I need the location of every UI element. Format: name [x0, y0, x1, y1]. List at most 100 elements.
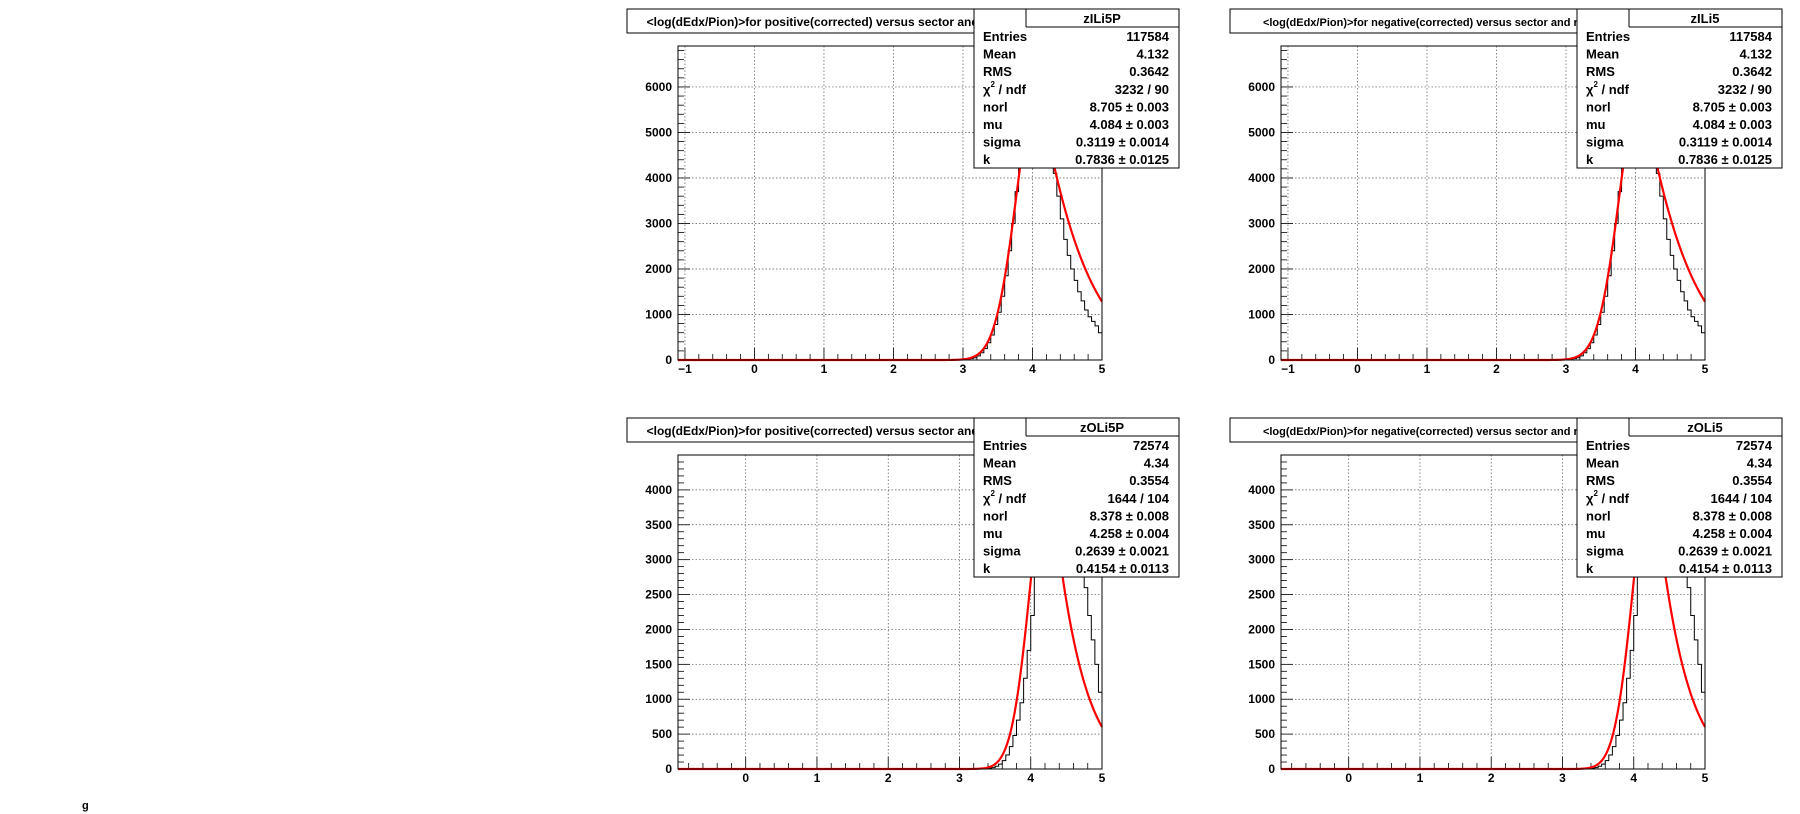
x-tick-label: 5 [1702, 362, 1709, 376]
chart-title: <log(dEdx/Pion)>for positive(corrected) … [647, 424, 1004, 438]
stats-value: 0.3642 [1732, 64, 1772, 79]
x-tick-label: 4 [1029, 362, 1036, 376]
y-tick-label: 2000 [645, 622, 672, 636]
stats-value: 3232 / 90 [1115, 82, 1169, 97]
x-tick-label: 1 [814, 771, 821, 785]
stats-label: k [1586, 152, 1594, 167]
x-tick-label: 0 [1345, 771, 1352, 785]
stats-label: sigma [1586, 135, 1624, 150]
chart-title: <log(dEdx/Pion)>for negative(corrected) … [1263, 17, 1594, 29]
stats-value: 0.4154 ± 0.0113 [1679, 561, 1772, 576]
y-tick-label: 3000 [645, 553, 672, 567]
stats-value: 4.084 ± 0.003 [1693, 117, 1772, 132]
x-tick-label: 1 [1424, 362, 1431, 376]
stats-value: 1644 / 104 [1108, 491, 1170, 506]
stats-value: 0.3554 [1129, 473, 1170, 488]
stats-title: zILi5 [1691, 11, 1720, 26]
x-tick-label: 5 [1099, 771, 1106, 785]
stats-value: 0.3119 ± 0.0014 [1679, 135, 1773, 150]
stats-label: χ2 / ndf [983, 489, 1027, 506]
x-tick-label: 2 [890, 362, 897, 376]
stats-label: RMS [983, 473, 1012, 488]
y-tick-label: 4000 [645, 171, 672, 185]
stats-value: 0.3554 [1732, 473, 1773, 488]
y-tick-label: 0 [1268, 762, 1275, 776]
y-tick-label: 4000 [1248, 483, 1275, 497]
stats-label: norl [983, 508, 1008, 523]
stats-value: 4.258 ± 0.004 [1090, 526, 1170, 541]
y-tick-label: 500 [652, 727, 672, 741]
stats-label: Entries [983, 438, 1027, 453]
stats-label: χ2 / ndf [1586, 489, 1630, 506]
y-tick-label: 3500 [645, 518, 672, 532]
x-tick-label: 4 [1027, 771, 1034, 785]
stats-value: 0.2639 ± 0.0021 [1075, 544, 1169, 559]
y-tick-label: 3500 [1248, 518, 1275, 532]
stats-label: k [1586, 561, 1594, 576]
stats-box [1576, 8, 1783, 169]
y-tick-label: 1000 [645, 692, 672, 706]
stats-label: norl [1586, 508, 1611, 523]
stats-value: 1644 / 104 [1711, 491, 1773, 506]
x-tick-label: −1 [678, 362, 692, 376]
stats-label: Entries [983, 29, 1027, 44]
stats-label: norl [983, 99, 1008, 114]
stats-label: mu [983, 526, 1003, 541]
stats-value: 8.378 ± 0.008 [1090, 508, 1169, 523]
stats-label: sigma [983, 544, 1021, 559]
plot-frame [1280, 454, 1706, 770]
y-tick-label: 4000 [1248, 171, 1275, 185]
stats-label: mu [1586, 526, 1606, 541]
stats-value: 0.3642 [1129, 64, 1169, 79]
x-tick-label: 4 [1632, 362, 1639, 376]
y-tick-label: 2000 [645, 262, 672, 276]
y-tick-label: 6000 [645, 80, 672, 94]
x-tick-label: 3 [956, 771, 963, 785]
y-tick-label: 2500 [1248, 588, 1275, 602]
x-tick-label: 3 [1559, 771, 1566, 785]
plot-frame [677, 454, 1103, 770]
stats-label: sigma [1586, 544, 1624, 559]
stats-label: RMS [1586, 473, 1615, 488]
stats-box [973, 417, 1180, 578]
stats-label: norl [1586, 99, 1611, 114]
y-tick-label: 0 [665, 353, 672, 367]
x-tick-label: 2 [1493, 362, 1500, 376]
stats-value: 72574 [1133, 438, 1170, 453]
stats-value: 0.2639 ± 0.0021 [1678, 544, 1772, 559]
y-tick-label: 2000 [1248, 622, 1275, 636]
stats-value: 4.258 ± 0.004 [1693, 526, 1773, 541]
stats-label: Mean [983, 456, 1016, 471]
x-tick-label: 2 [885, 771, 892, 785]
x-tick-label: 0 [742, 771, 749, 785]
chart-title: <log(dEdx/Pion)>for positive(corrected) … [647, 15, 1004, 29]
stats-value: 0.3119 ± 0.0014 [1076, 135, 1170, 150]
stats-value: 117584 [1729, 29, 1772, 44]
y-tick-label: 5000 [1248, 125, 1275, 139]
x-tick-label: −1 [1281, 362, 1295, 376]
stats-title: zOLi5 [1687, 420, 1722, 435]
stats-value: 117584 [1126, 29, 1169, 44]
stats-title: zOLi5P [1080, 420, 1124, 435]
panel-zOLi5P: 0 500 1000 1500 2000 2500 3000 3500 4000 0 1 2 3 4 5 <l… [626, 417, 1180, 785]
y-tick-label: 3000 [1248, 216, 1275, 230]
stats-box [973, 8, 1180, 169]
y-tick-label: 1000 [645, 307, 672, 321]
stats-value: 8.705 ± 0.003 [1090, 99, 1169, 114]
y-tick-label: 1500 [645, 657, 672, 671]
stats-value: 8.705 ± 0.003 [1693, 99, 1772, 114]
title-box [626, 417, 1024, 443]
x-tick-label: 2 [1488, 771, 1495, 785]
stats-label: sigma [983, 135, 1021, 150]
y-tick-label: 5000 [645, 125, 672, 139]
x-tick-label: 3 [1563, 362, 1570, 376]
y-tick-label: 500 [1255, 727, 1275, 741]
stats-value: 72574 [1736, 438, 1773, 453]
x-tick-label: 5 [1099, 362, 1106, 376]
x-tick-label: 0 [1354, 362, 1361, 376]
stats-label: Entries [1586, 438, 1630, 453]
x-tick-label: 4 [1630, 771, 1637, 785]
panel-zOLi5: 0 500 1000 1500 2000 2500 3000 3500 4000 0 1 2 3 4 5 <l… [1229, 417, 1783, 785]
stats-label: k [983, 561, 991, 576]
stats-value: 4.132 [1136, 47, 1169, 62]
